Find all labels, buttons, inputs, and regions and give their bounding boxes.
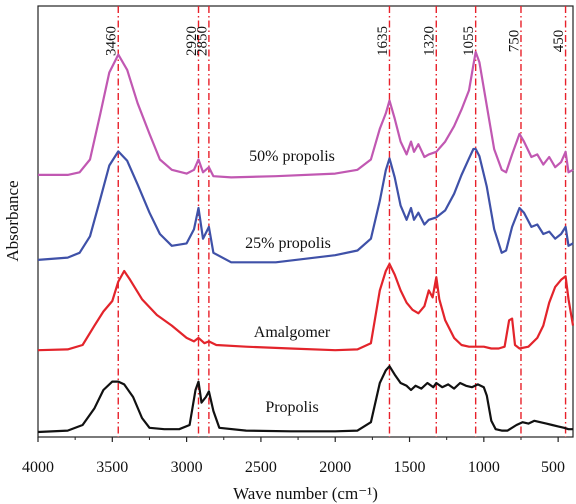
peak-label-750: 750 xyxy=(506,30,522,53)
series-label-amalgomer: Amalgomer xyxy=(254,324,331,341)
peak-label-1055: 1055 xyxy=(461,26,477,56)
y-axis-title: Absorbance xyxy=(3,180,22,261)
peak-label-1320: 1320 xyxy=(422,26,438,56)
peak-label-3460: 3460 xyxy=(104,26,120,56)
series-line-25-propolis xyxy=(37,147,574,264)
x-tick-label: 4000 xyxy=(22,459,54,476)
plot-frame xyxy=(37,5,574,438)
x-tick-label: 2500 xyxy=(245,459,277,476)
x-tick-label: 2000 xyxy=(319,459,351,476)
series-line-50-propolis xyxy=(38,50,574,179)
x-tick-label: 1500 xyxy=(394,459,426,476)
x-axis-title: Wave number (cm⁻¹) xyxy=(233,484,378,503)
peak-label-450: 450 xyxy=(551,30,567,53)
x-tick-label: 3500 xyxy=(96,459,128,476)
x-tick-label: 3000 xyxy=(171,459,203,476)
series-label-50-propolis: 50% propolis xyxy=(249,148,335,165)
peak-label-1635: 1635 xyxy=(375,26,391,56)
x-tick-label: 1000 xyxy=(468,459,500,476)
x-tick-label: 500 xyxy=(541,459,565,476)
series-line-propolis xyxy=(37,365,573,434)
series-label-propolis: Propolis xyxy=(265,399,318,416)
peak-label-2850: 2850 xyxy=(194,26,210,56)
series-line-amalgomer xyxy=(37,262,575,352)
peak-label-2920: 2920 xyxy=(184,26,200,56)
series-label-25-propolis: 25% propolis xyxy=(245,235,331,252)
